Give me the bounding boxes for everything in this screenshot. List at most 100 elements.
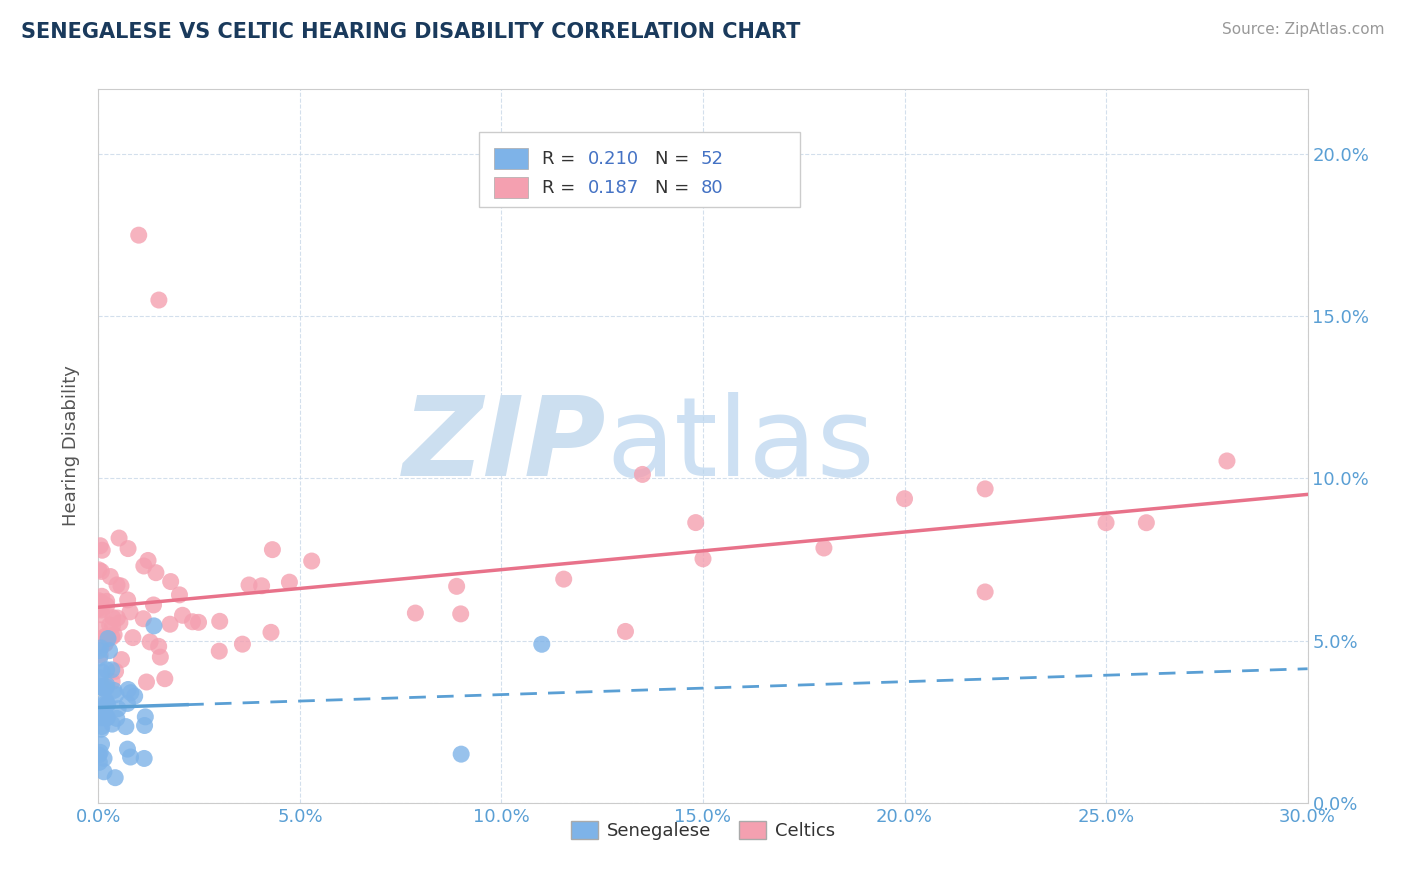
Point: [94, 637, 117, 651]
Point: [132, 612, 155, 626]
Point: [89, 706, 111, 721]
Point: [172, 608, 194, 623]
Point: [98, 569, 121, 583]
Point: [107, 701, 129, 715]
Point: [90, 737, 112, 751]
Text: N =: N =: [655, 178, 695, 196]
Point: [89, 709, 111, 723]
Point: [96, 710, 118, 724]
Text: 80: 80: [700, 178, 723, 196]
Point: [134, 718, 156, 732]
Point: [149, 650, 172, 665]
Point: [91, 665, 114, 679]
Point: [404, 606, 426, 620]
Point: [96, 698, 118, 712]
Point: [101, 717, 124, 731]
Point: [208, 615, 231, 629]
Text: R =: R =: [543, 178, 581, 196]
Point: [110, 652, 132, 666]
Point: [96, 678, 118, 692]
Point: [90, 565, 112, 579]
Point: [136, 553, 159, 567]
Point: [90, 720, 112, 734]
Point: [89, 623, 111, 637]
Point: [103, 683, 125, 698]
Point: [101, 630, 124, 644]
Point: [110, 579, 132, 593]
Point: [90, 680, 112, 694]
Point: [101, 674, 124, 689]
Point: [631, 467, 654, 482]
Point: [135, 675, 157, 690]
Point: [117, 742, 139, 756]
Point: [94, 693, 117, 707]
Point: [93, 751, 115, 765]
Point: [90, 711, 112, 725]
Point: [120, 750, 142, 764]
Bar: [479, 132, 800, 207]
Point: [97, 632, 120, 646]
Point: [117, 593, 139, 607]
Point: [187, 615, 209, 630]
Text: atlas: atlas: [606, 392, 875, 500]
Point: [90, 723, 112, 737]
Point: [96, 599, 118, 613]
Legend: Senegalese, Celtics: Senegalese, Celtics: [564, 814, 842, 847]
Point: [278, 575, 301, 590]
Text: 52: 52: [700, 150, 724, 168]
Point: [96, 663, 118, 677]
Point: [87, 747, 110, 762]
Point: [1216, 454, 1239, 468]
Point: [142, 598, 165, 612]
Point: [974, 585, 997, 599]
Point: [450, 747, 472, 761]
Point: [231, 637, 253, 651]
Point: [238, 578, 260, 592]
Point: [105, 711, 128, 725]
Point: [101, 663, 124, 677]
Point: [101, 610, 124, 624]
Point: [530, 637, 553, 651]
Point: [181, 615, 204, 629]
Point: [105, 611, 128, 625]
Point: [117, 541, 139, 556]
Point: [450, 607, 472, 621]
Point: [101, 619, 124, 633]
Point: [89, 704, 111, 718]
Point: [893, 491, 915, 506]
Point: [91, 706, 114, 720]
Point: [87, 593, 110, 607]
Point: [120, 686, 142, 700]
Point: [93, 681, 115, 696]
Text: Source: ZipAtlas.com: Source: ZipAtlas.com: [1222, 22, 1385, 37]
Point: [159, 617, 181, 632]
Bar: [494, 148, 527, 169]
Point: [262, 542, 284, 557]
Point: [98, 618, 121, 632]
Point: [89, 671, 111, 685]
Point: [90, 607, 112, 622]
Point: [89, 756, 111, 770]
Point: [94, 697, 117, 711]
Point: [132, 559, 155, 574]
Point: [87, 602, 110, 616]
Point: [143, 619, 166, 633]
Point: [87, 563, 110, 577]
Point: [89, 648, 111, 662]
Point: [139, 635, 162, 649]
Point: [974, 482, 997, 496]
Point: [153, 672, 176, 686]
Point: [1135, 516, 1157, 530]
Point: [97, 698, 120, 712]
Point: [169, 588, 191, 602]
Point: [208, 644, 231, 658]
Point: [90, 595, 112, 609]
Point: [128, 228, 150, 243]
Text: N =: N =: [655, 150, 695, 168]
Point: [89, 632, 111, 647]
Point: [89, 636, 111, 650]
Point: [104, 688, 127, 702]
Point: [89, 539, 111, 553]
Point: [117, 697, 139, 711]
Point: [134, 751, 156, 765]
